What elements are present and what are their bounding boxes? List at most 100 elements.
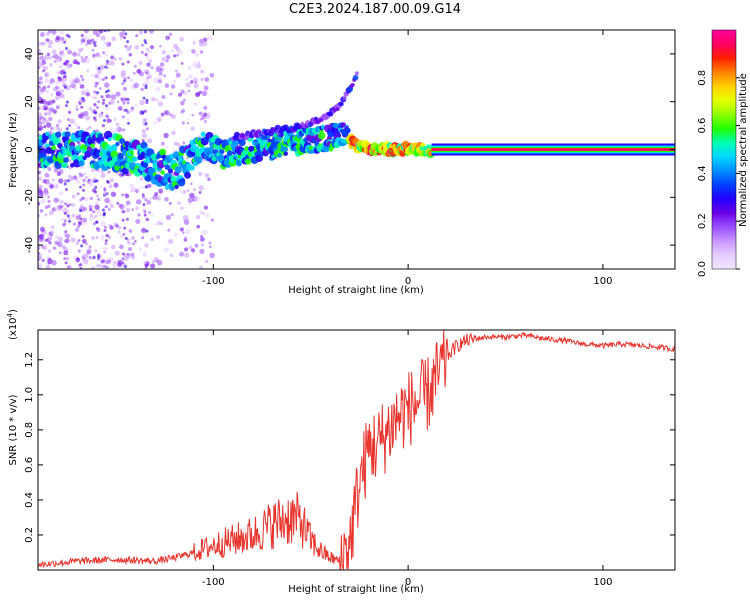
streak-point xyxy=(79,198,83,202)
streak-point xyxy=(80,47,84,51)
noise-point xyxy=(194,81,198,84)
noise-point xyxy=(132,72,136,75)
noise-point xyxy=(38,127,42,131)
noise-point xyxy=(203,205,209,210)
noise-point xyxy=(147,198,152,202)
ridge-point xyxy=(107,137,112,142)
noise-point xyxy=(182,215,189,221)
noise-point xyxy=(47,30,52,34)
streak-point xyxy=(102,118,106,122)
noise-point xyxy=(40,198,46,204)
noise-point xyxy=(85,92,91,97)
streak-point xyxy=(123,77,127,81)
streak-point xyxy=(104,76,108,80)
noise-point xyxy=(185,229,191,235)
noise-point xyxy=(82,183,86,187)
noise-point xyxy=(38,170,41,175)
streak-point xyxy=(64,104,68,108)
noise-point xyxy=(55,123,59,127)
noise-point xyxy=(90,73,94,77)
streak-point xyxy=(63,40,67,44)
noise-point xyxy=(113,117,118,122)
ridge-point xyxy=(140,141,148,149)
streak-point xyxy=(76,225,80,229)
noise-point xyxy=(101,124,106,128)
ridge-point xyxy=(271,154,276,159)
branch-point xyxy=(354,71,359,76)
ridge-point xyxy=(221,139,229,147)
noise-point xyxy=(191,113,194,117)
y-tick-label: 0.6 xyxy=(24,457,35,473)
noise-point xyxy=(165,35,171,41)
noise-point xyxy=(98,112,104,118)
noise-point xyxy=(58,48,62,51)
noise-point xyxy=(86,127,90,131)
noise-point xyxy=(200,234,203,238)
noise-point xyxy=(110,191,117,197)
noise-point xyxy=(98,77,103,82)
streak-point xyxy=(106,180,110,184)
noise-point xyxy=(55,90,62,97)
noise-point xyxy=(194,52,199,57)
noise-point xyxy=(141,133,147,139)
noise-point xyxy=(110,94,117,100)
ridge-point xyxy=(159,148,167,156)
ridge-point xyxy=(75,144,82,152)
noise-point xyxy=(203,85,209,91)
noise-point xyxy=(38,120,41,124)
noise-point xyxy=(70,237,76,243)
noise-point xyxy=(43,78,49,84)
noise-point xyxy=(171,130,176,136)
streak-point xyxy=(92,41,96,45)
noise-point xyxy=(144,243,149,248)
ridge-point xyxy=(245,158,252,165)
noise-point xyxy=(75,241,80,246)
streak-point xyxy=(145,98,149,102)
streak-point xyxy=(106,234,110,238)
noise-point xyxy=(117,259,123,266)
noise-point xyxy=(38,187,42,192)
noise-point xyxy=(110,75,115,80)
streak-point xyxy=(106,89,110,93)
noise-point xyxy=(55,105,60,110)
streak-point xyxy=(66,118,70,122)
noise-point xyxy=(199,50,204,54)
noise-point xyxy=(149,30,154,34)
noise-point xyxy=(113,127,119,133)
noise-point xyxy=(138,30,144,35)
ridge-point xyxy=(121,167,129,175)
noise-point xyxy=(45,38,50,42)
streak-point xyxy=(122,108,126,112)
noise-point xyxy=(77,126,81,130)
noise-point xyxy=(135,199,142,205)
noise-point xyxy=(82,258,89,265)
noise-point xyxy=(138,71,144,77)
noise-point xyxy=(192,63,198,69)
noise-point xyxy=(38,112,43,117)
noise-point xyxy=(154,192,159,197)
streak-point xyxy=(144,198,148,202)
noise-point xyxy=(116,100,120,104)
streak-point xyxy=(102,213,106,217)
streak-point xyxy=(122,128,126,132)
noise-point xyxy=(100,172,106,179)
noise-point xyxy=(134,240,137,243)
streak-point xyxy=(63,62,67,66)
noise-point xyxy=(125,207,131,213)
noise-point xyxy=(46,174,50,178)
noise-point xyxy=(52,178,55,182)
y-tick-label: 1.0 xyxy=(24,387,35,403)
ridge-point xyxy=(277,152,282,158)
x-tick-label: -100 xyxy=(202,577,225,588)
noise-point xyxy=(146,138,153,144)
streak-point xyxy=(93,90,97,94)
noise-point xyxy=(193,61,197,65)
streak-point xyxy=(80,244,84,248)
noise-point xyxy=(53,206,60,212)
noise-point xyxy=(129,183,135,190)
noise-point xyxy=(65,85,71,91)
noise-point xyxy=(44,112,48,116)
streak-point xyxy=(121,30,125,33)
streak-point xyxy=(94,84,98,88)
noise-point xyxy=(88,204,92,209)
